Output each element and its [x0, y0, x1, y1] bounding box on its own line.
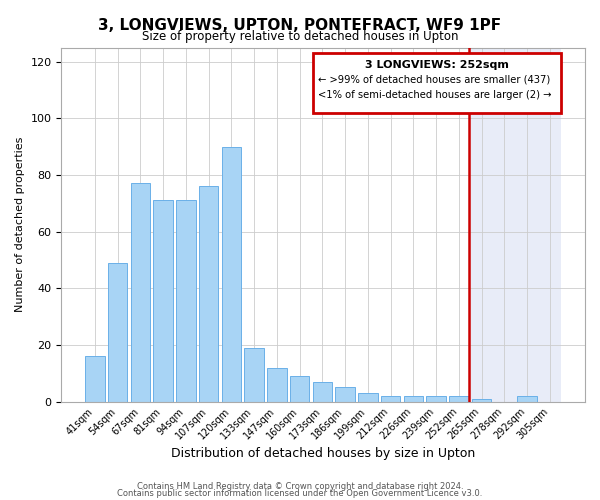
Bar	[469, 48, 561, 402]
X-axis label: Distribution of detached houses by size in Upton: Distribution of detached houses by size …	[171, 447, 475, 460]
Text: Contains public sector information licensed under the Open Government Licence v3: Contains public sector information licen…	[118, 490, 482, 498]
Bar	[427, 396, 446, 402]
Bar	[176, 200, 196, 402]
Bar	[85, 356, 104, 402]
Bar	[335, 388, 355, 402]
Bar	[290, 376, 309, 402]
Bar	[313, 382, 332, 402]
Text: <1% of semi-detached houses are larger (2) →: <1% of semi-detached houses are larger (…	[318, 90, 551, 100]
Bar	[108, 263, 127, 402]
Bar	[404, 396, 423, 402]
Bar	[449, 396, 469, 402]
Text: Contains HM Land Registry data © Crown copyright and database right 2024.: Contains HM Land Registry data © Crown c…	[137, 482, 463, 491]
Bar	[267, 368, 287, 402]
Bar	[517, 396, 537, 402]
Bar	[358, 393, 377, 402]
Text: 3 LONGVIEWS: 252sqm: 3 LONGVIEWS: 252sqm	[365, 60, 509, 70]
Text: 3, LONGVIEWS, UPTON, PONTEFRACT, WF9 1PF: 3, LONGVIEWS, UPTON, PONTEFRACT, WF9 1PF	[98, 18, 502, 32]
Bar	[199, 186, 218, 402]
Y-axis label: Number of detached properties: Number of detached properties	[15, 137, 25, 312]
Bar	[221, 146, 241, 402]
Bar	[244, 348, 264, 402]
Bar	[131, 184, 150, 402]
Bar	[472, 398, 491, 402]
Text: Size of property relative to detached houses in Upton: Size of property relative to detached ho…	[142, 30, 458, 43]
Bar	[381, 396, 400, 402]
Bar	[154, 200, 173, 402]
Text: ← >99% of detached houses are smaller (437): ← >99% of detached houses are smaller (4…	[318, 74, 550, 85]
FancyBboxPatch shape	[313, 53, 561, 112]
